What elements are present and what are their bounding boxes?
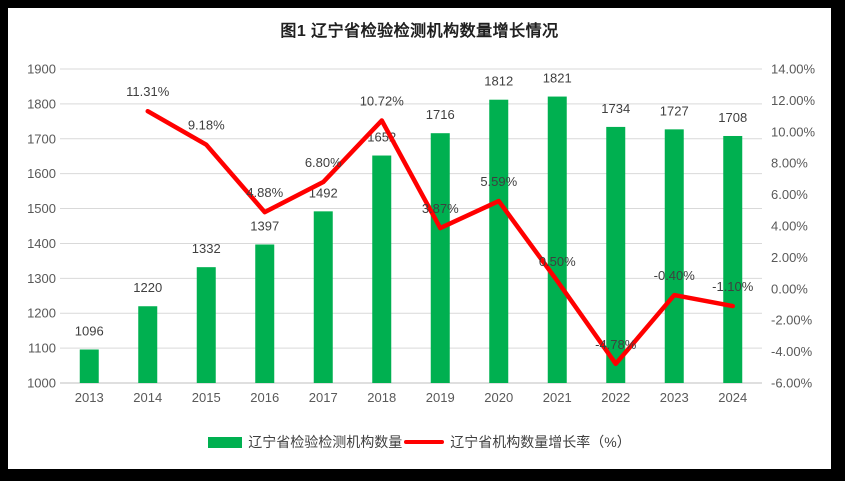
left-axis-tick: 1700	[27, 131, 56, 146]
x-axis-label: 2024	[718, 390, 747, 405]
line-data-label: -1.10%	[712, 279, 754, 294]
chart-svg: 1900 1800 1700 1600 1500 1400 1300 1200 1100 1000…	[27, 62, 816, 406]
x-axis-label: 2021	[543, 390, 572, 405]
x-axis-label: 2020	[484, 390, 513, 405]
bar-data-label: 1220	[133, 280, 162, 295]
line-data-label: -4.78%	[595, 337, 637, 352]
bar	[664, 129, 684, 383]
bar	[430, 133, 450, 383]
line-data-label: 5.59%	[480, 174, 517, 189]
bar	[313, 211, 333, 383]
bar	[196, 267, 216, 383]
bar-data-label: 1727	[660, 103, 689, 118]
bar-data-label: 1492	[309, 185, 338, 200]
x-axis-label: 2019	[426, 390, 455, 405]
bar-data-label: 1096	[75, 324, 104, 339]
bar	[547, 96, 567, 383]
bar-data-label: 1734	[601, 101, 630, 116]
x-axis-label: 2022	[601, 390, 630, 405]
left-axis-tick: 1600	[27, 166, 56, 181]
line-data-label: 3.87%	[422, 201, 459, 216]
line-data-label: 6.80%	[305, 155, 342, 170]
line-data-label: 4.88%	[246, 185, 283, 200]
line-data-label: -0.40%	[654, 268, 696, 283]
left-axis-tick: 1500	[27, 201, 56, 216]
right-axis-tick: 0.00%	[771, 281, 808, 296]
chart-legend: 辽宁省检验检测机构数量 辽宁省机构数量增长率（%）	[8, 433, 831, 451]
x-axis-label: 2013	[75, 390, 104, 405]
bar	[723, 135, 743, 383]
line-data-label: 11.31%	[126, 84, 170, 99]
bar-data-label: 1708	[718, 110, 747, 125]
line-data-label: 9.18%	[188, 118, 225, 133]
x-axis-label: 2017	[309, 390, 338, 405]
right-axis-tick: 4.00%	[771, 219, 808, 234]
left-axis-tick: 1200	[27, 306, 56, 321]
line-data-label: 10.72%	[360, 93, 405, 108]
right-axis-tick: 6.00%	[771, 187, 808, 202]
right-axis-tick: -2.00%	[771, 313, 813, 328]
x-axis-label: 2018	[367, 390, 396, 405]
bar-data-label: 1821	[543, 71, 572, 86]
bar	[255, 244, 275, 383]
legend-item-bars: 辽宁省检验检测机构数量	[208, 433, 402, 451]
bar	[606, 126, 626, 383]
x-axis-label: 2023	[660, 390, 689, 405]
bar	[79, 349, 99, 383]
left-axis-tick: 1800	[27, 96, 56, 111]
right-axis-tick: 14.00%	[771, 62, 816, 77]
left-axis-tick: 1400	[27, 236, 56, 251]
left-axis-tick: 1100	[28, 341, 56, 356]
bar	[372, 155, 392, 383]
right-axis-tick: 12.00%	[771, 93, 816, 108]
legend-item-line: 辽宁省机构数量增长率（%）	[402, 433, 631, 451]
bar	[138, 306, 158, 383]
left-axis-tick: 1000	[27, 376, 56, 391]
left-axis-tick: 1300	[27, 271, 56, 286]
right-axis-tick: -4.00%	[771, 344, 813, 359]
right-axis-tick: 2.00%	[771, 250, 808, 265]
legend-label-line: 辽宁省机构数量增长率（%）	[450, 434, 631, 450]
bar-data-label: 1397	[250, 218, 279, 233]
bar-data-label: 1716	[426, 107, 455, 122]
bar-data-label: 1332	[192, 241, 221, 256]
right-axis-tick: 8.00%	[771, 156, 808, 171]
x-axis-label: 2014	[133, 390, 162, 405]
right-axis-tick: 10.00%	[771, 124, 816, 139]
bar-data-label: 1812	[484, 74, 513, 89]
growth-line	[145, 108, 735, 367]
bar	[489, 99, 509, 384]
line-series-swatch-icon	[404, 439, 445, 445]
x-axis-label: 2016	[250, 390, 279, 405]
legend-label-bars: 辽宁省检验检测机构数量	[248, 434, 403, 450]
chart-area: 图1 辽宁省检验检测机构数量增长情况 1900 1800 1700 1600 1500 1…	[8, 8, 831, 469]
line-data-label: 0.50%	[539, 254, 576, 269]
x-axis-label: 2015	[192, 390, 221, 405]
bar-series-swatch-icon	[208, 436, 243, 448]
right-axis-tick: -6.00%	[771, 376, 813, 391]
chart-title: 图1 辽宁省检验检测机构数量增长情况	[280, 23, 559, 40]
left-axis-tick: 1900	[27, 62, 56, 77]
